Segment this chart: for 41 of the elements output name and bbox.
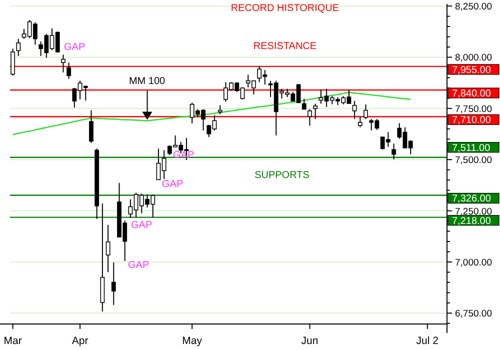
y-tick-label: 7,500.00 bbox=[455, 155, 492, 166]
line-series bbox=[12, 92, 412, 136]
annotation: GAP bbox=[162, 179, 184, 190]
x-tick-label: Mar bbox=[4, 335, 22, 347]
y-tick-label: 8,250.00 bbox=[455, 2, 492, 13]
x-tick-label: Apr bbox=[72, 335, 89, 347]
x-tick-label: Jun bbox=[301, 335, 318, 347]
annotation: MM 100 bbox=[128, 76, 166, 87]
candlestick bbox=[352, 100, 357, 120]
candlestick bbox=[364, 104, 368, 120]
candlestick bbox=[106, 224, 110, 273]
candlestick bbox=[392, 143, 396, 160]
y-tick-label: 6,750.00 bbox=[455, 308, 492, 320]
y-tick-label: 7,250.00 bbox=[455, 206, 492, 218]
x-tick-label: May bbox=[182, 335, 203, 347]
x-tick-label: Jul 2 bbox=[416, 335, 439, 347]
y-tick-label: 8,000.00 bbox=[455, 52, 492, 64]
candlestick bbox=[313, 103, 318, 120]
y-tick-label: 7,000.00 bbox=[455, 257, 492, 268]
ref-line-label: 7,955.00 bbox=[452, 64, 492, 76]
candlestick bbox=[308, 108, 312, 126]
candlestick bbox=[358, 116, 362, 128]
annotation: RECORD HISTORIQUE bbox=[230, 3, 340, 14]
y-tick-label: 7,750.00 bbox=[455, 104, 492, 115]
ref-line-label: 7,710.00 bbox=[452, 115, 492, 126]
ref-line-label: 7,326.00 bbox=[452, 194, 492, 205]
candlestick bbox=[89, 110, 94, 144]
candlestick bbox=[111, 262, 116, 306]
candlestick bbox=[302, 98, 306, 110]
candlestick bbox=[10, 48, 15, 76]
annotation: RESISTANCE bbox=[253, 41, 317, 52]
annotation: GAP bbox=[131, 220, 152, 231]
annotation: GAP bbox=[64, 42, 86, 53]
ref-line-label: 7,218.00 bbox=[452, 216, 492, 227]
candlestick bbox=[66, 62, 72, 80]
ref-line-label: 7,840.00 bbox=[452, 88, 492, 100]
candlestick bbox=[16, 38, 21, 57]
annotation: GAP bbox=[128, 260, 150, 271]
candlestick bbox=[61, 54, 66, 73]
annotation: SUPPORTS bbox=[254, 170, 310, 181]
ref-line-label: 7,511.00 bbox=[452, 142, 491, 154]
